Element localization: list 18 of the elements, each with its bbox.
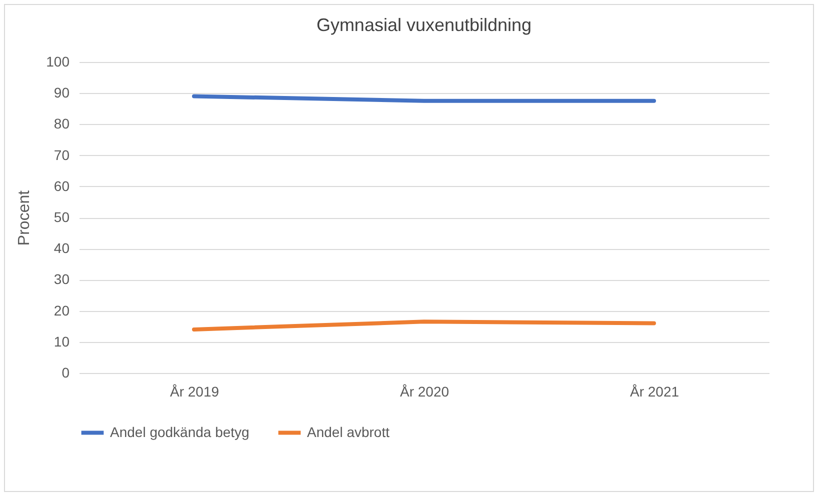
legend-label: Andel godkända betyg [110, 424, 250, 440]
x-tick-label: År 2020 [400, 384, 450, 400]
y-axis-title: Procent [16, 190, 34, 246]
y-tick-label: 90 [54, 84, 70, 101]
x-tick-label: År 2019 [170, 384, 220, 400]
y-tick-label: 80 [54, 116, 70, 132]
y-tick-label: 60 [54, 178, 70, 194]
y-tick-label: 100 [46, 54, 70, 70]
y-tick-label: 40 [54, 240, 70, 256]
y-tick-label: 70 [54, 146, 70, 163]
chart-title: Gymnasial vuxenutbildning [316, 15, 532, 35]
y-tick-label: 30 [54, 271, 70, 288]
y-tick-label: 0 [62, 364, 70, 380]
legend-label: Andel avbrott [307, 424, 390, 440]
y-tick-label: 50 [54, 209, 70, 225]
x-tick-label: År 2021 [630, 384, 680, 400]
y-tick-label: 20 [54, 302, 70, 318]
y-tick-label: 10 [54, 333, 70, 350]
